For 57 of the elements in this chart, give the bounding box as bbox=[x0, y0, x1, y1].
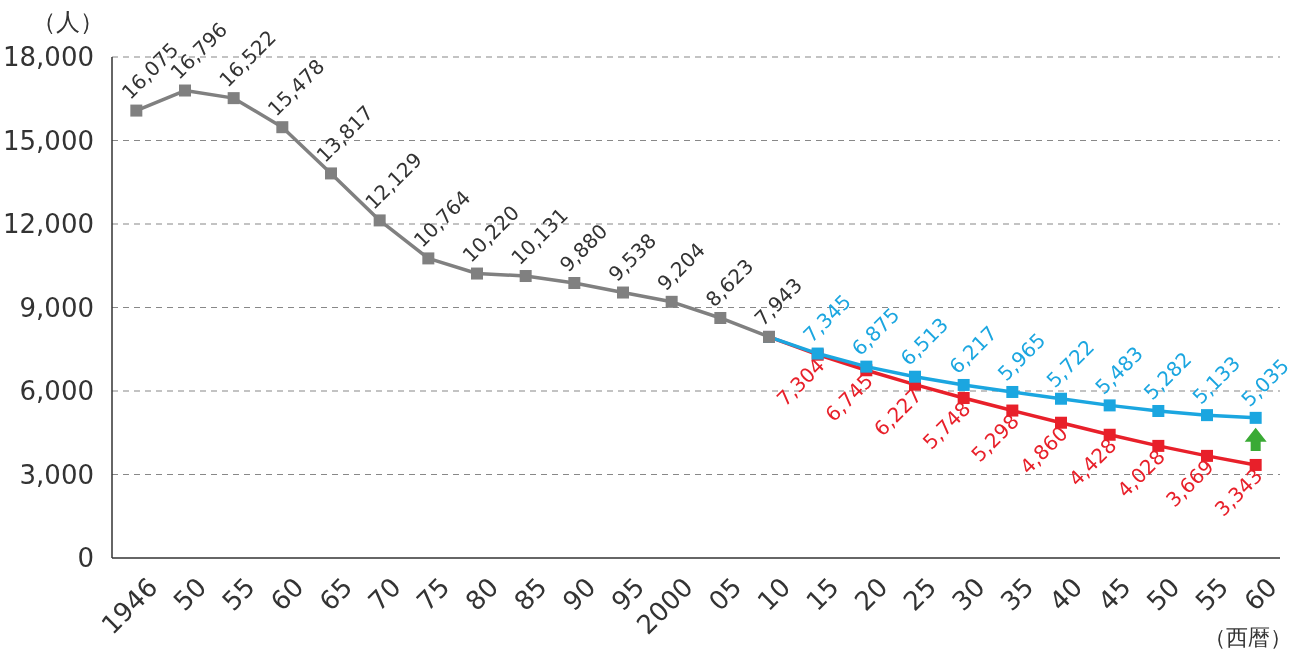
point bbox=[1249, 411, 1262, 424]
x-tick-label: 30 bbox=[946, 571, 991, 617]
point bbox=[130, 104, 143, 117]
point bbox=[422, 252, 435, 265]
point bbox=[1103, 399, 1116, 412]
x-tick-label: 05 bbox=[702, 571, 748, 617]
point bbox=[1055, 416, 1067, 429]
point bbox=[1201, 409, 1213, 422]
point bbox=[519, 270, 532, 283]
point bbox=[665, 295, 678, 308]
x-tick-label: 10 bbox=[751, 571, 797, 617]
point bbox=[909, 370, 921, 383]
x-tick-label: 55 bbox=[1189, 571, 1235, 617]
x-tick-label: 50 bbox=[167, 571, 213, 617]
x-tick-label: 75 bbox=[410, 571, 456, 617]
y-tick-label: 3,000 bbox=[19, 459, 94, 490]
point bbox=[227, 92, 240, 105]
y-axis-title: （人） bbox=[32, 8, 104, 36]
point bbox=[1249, 458, 1262, 471]
y-tick-label: 15,000 bbox=[3, 125, 94, 156]
point bbox=[325, 167, 337, 180]
x-tick-label: 35 bbox=[994, 571, 1040, 617]
x-tick-label: 40 bbox=[1043, 571, 1089, 617]
x-tick-label: 90 bbox=[556, 571, 602, 617]
x-tick-label: 50 bbox=[1140, 571, 1186, 617]
x-tick-label: 60 bbox=[1238, 571, 1283, 617]
x-tick-label: 20 bbox=[848, 571, 894, 617]
point bbox=[714, 311, 727, 324]
x-axis-title: （西暦） bbox=[1204, 625, 1292, 650]
point bbox=[1152, 439, 1165, 452]
point bbox=[276, 121, 289, 134]
point bbox=[568, 277, 581, 290]
y-tick-label: 9,000 bbox=[19, 292, 94, 323]
x-tick-label: 60 bbox=[264, 571, 310, 617]
x-tick-label: 85 bbox=[508, 571, 553, 617]
x-tick-label: 45 bbox=[1092, 571, 1137, 617]
point bbox=[860, 360, 873, 373]
y-tick-label: 6,000 bbox=[19, 376, 94, 407]
y-tick-label: 12,000 bbox=[3, 209, 94, 240]
x-tick-label: 25 bbox=[897, 571, 943, 617]
point bbox=[617, 286, 629, 299]
point bbox=[1201, 449, 1213, 462]
x-tick-label: 80 bbox=[459, 571, 505, 617]
point bbox=[1103, 428, 1116, 441]
point bbox=[471, 267, 483, 280]
y-tick-label: 18,000 bbox=[3, 42, 94, 73]
point bbox=[373, 214, 386, 227]
point bbox=[1055, 392, 1067, 405]
point bbox=[1006, 385, 1019, 398]
point bbox=[957, 378, 970, 391]
point bbox=[179, 84, 191, 97]
y-tick-label: 0 bbox=[77, 543, 94, 574]
x-tick-label: 70 bbox=[362, 571, 407, 617]
x-tick-label: 55 bbox=[216, 571, 261, 617]
x-tick-label: 15 bbox=[800, 571, 845, 617]
point bbox=[1152, 404, 1165, 417]
x-tick-label: 65 bbox=[313, 571, 359, 617]
